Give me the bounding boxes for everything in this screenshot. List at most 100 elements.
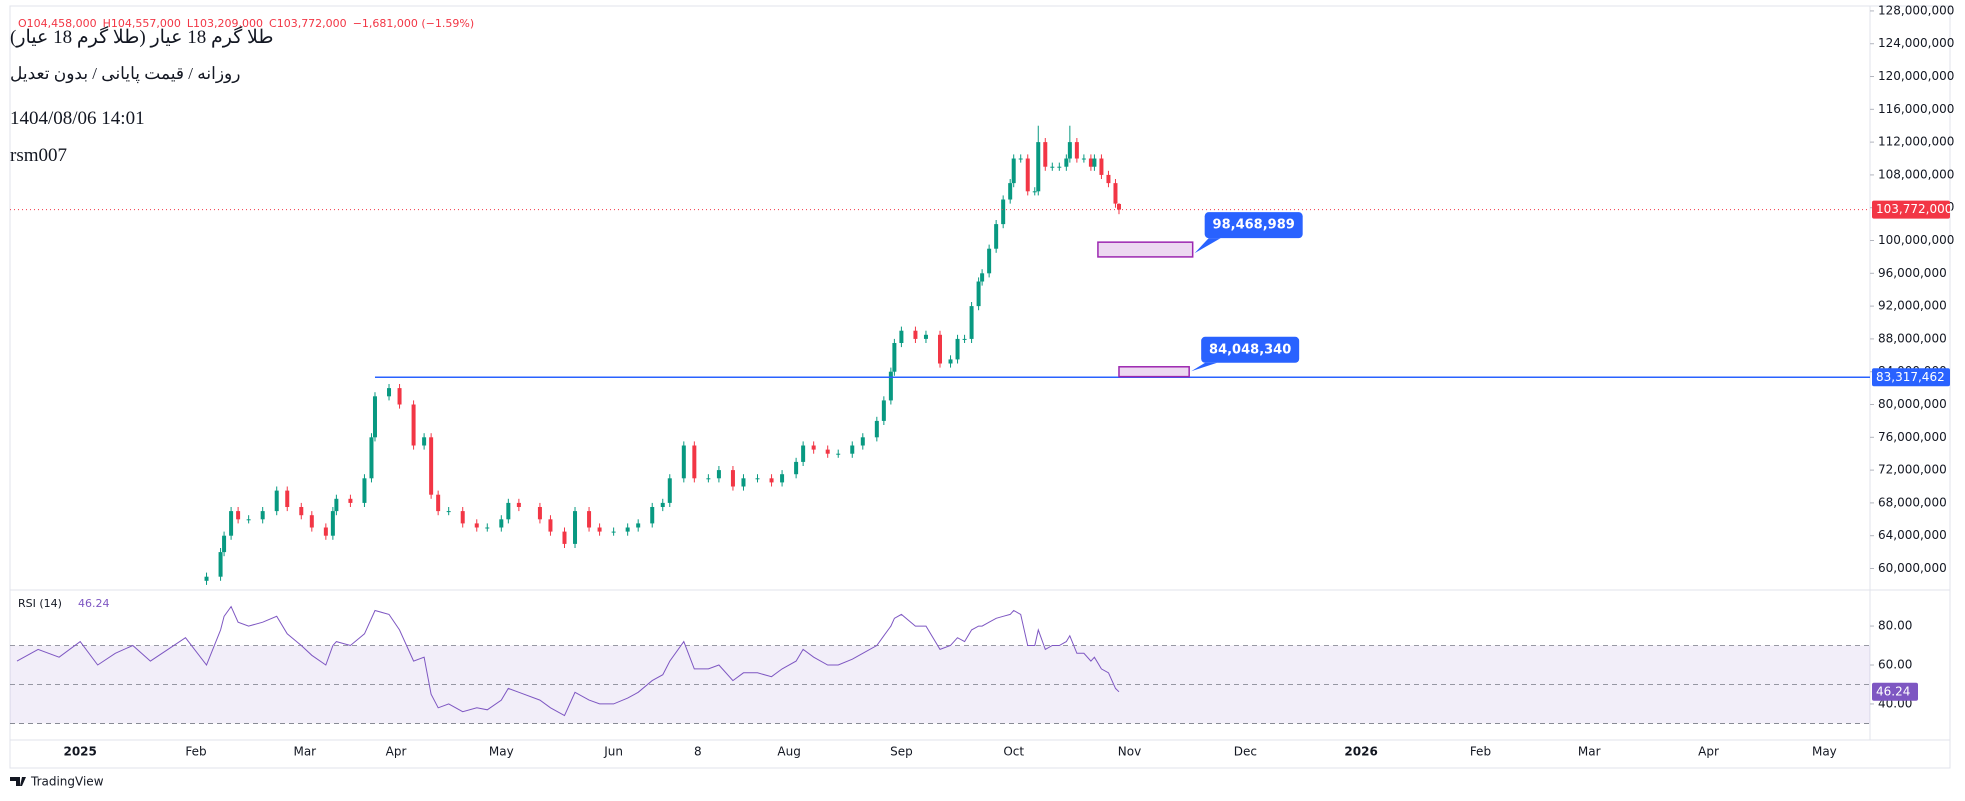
candle-body bbox=[976, 281, 981, 307]
x-tick-label: Mar bbox=[1578, 745, 1601, 759]
symbol-title: طلا گرم 18 عیار (طلا گرم 18 عیار) bbox=[10, 27, 274, 48]
author: rsm007 bbox=[10, 145, 67, 166]
symbol-subtitle: روزانه / قیمت پایانی / بدون تعدیل bbox=[10, 64, 241, 83]
x-tick-label: Dec bbox=[1234, 745, 1257, 759]
indicator-value: 46.24 bbox=[78, 597, 110, 610]
candle-body bbox=[1018, 158, 1023, 160]
candle-body bbox=[411, 404, 416, 446]
rsi-line bbox=[16, 605, 1120, 717]
candle-body bbox=[825, 449, 830, 454]
ohlc-low: L103,209,000 bbox=[186, 17, 264, 30]
candle-body bbox=[1092, 158, 1097, 167]
candle-body bbox=[222, 535, 227, 553]
candle-body bbox=[246, 519, 251, 521]
candle-body bbox=[948, 359, 953, 364]
candle-body bbox=[323, 527, 328, 536]
candle-body bbox=[348, 498, 353, 503]
y-tick-label: 88,000,000 bbox=[1878, 331, 1947, 345]
x-tick-label: Apr bbox=[1698, 745, 1719, 759]
candle-body bbox=[888, 371, 893, 401]
candle-body bbox=[741, 478, 746, 487]
brand: TradingView bbox=[30, 775, 104, 789]
ohlc-legend: O104,458,000 H104,557,000 L103,209,000 C103… bbox=[18, 17, 480, 30]
candle-body bbox=[1001, 199, 1006, 225]
candle-body bbox=[587, 511, 592, 528]
candle-body bbox=[369, 437, 374, 479]
y-tick-label: 60.00 bbox=[1878, 658, 1912, 672]
candle-body bbox=[485, 527, 490, 529]
candle-body bbox=[362, 478, 367, 503]
candle-body bbox=[994, 224, 999, 249]
ohlc-high: H104,557,000 bbox=[102, 17, 181, 30]
candle-body bbox=[923, 334, 928, 339]
candle-body bbox=[1074, 142, 1079, 159]
x-tick-label: Sep bbox=[890, 745, 913, 759]
price-tag-label: 83,317,462 bbox=[1876, 370, 1945, 384]
ohlc-open: O104,458,000 bbox=[18, 17, 97, 30]
candle-body bbox=[850, 445, 855, 454]
callout-label: 84,048,340 bbox=[1209, 342, 1291, 357]
candle-body bbox=[1106, 174, 1111, 184]
y-tick-label: 92,000,000 bbox=[1878, 299, 1947, 313]
candle-body bbox=[716, 470, 721, 479]
candle-body bbox=[1099, 158, 1104, 175]
candle-body bbox=[285, 490, 290, 508]
candle-body bbox=[874, 420, 879, 438]
y-tick-label: 64,000,000 bbox=[1878, 528, 1947, 542]
callout-label: 98,468,989 bbox=[1213, 218, 1295, 233]
candle-body bbox=[597, 527, 602, 532]
x-tick-label: 2025 bbox=[63, 745, 96, 759]
candle-body bbox=[499, 519, 504, 528]
candle-body bbox=[436, 494, 441, 512]
price-tag bbox=[1872, 368, 1950, 387]
candle-body bbox=[548, 519, 553, 532]
candle-body bbox=[811, 445, 816, 450]
x-tick-label: Jun bbox=[603, 745, 623, 759]
frame bbox=[9, 5, 1951, 769]
y-tick-label: 108,000,000 bbox=[1878, 167, 1954, 181]
callout-pointer bbox=[1191, 362, 1218, 372]
x-tick-label: May bbox=[1812, 745, 1837, 759]
candle-body bbox=[780, 474, 785, 483]
candle-body bbox=[860, 437, 865, 446]
logo-mark bbox=[10, 777, 26, 786]
candle-body bbox=[980, 273, 985, 282]
candle-body bbox=[969, 306, 974, 339]
x-tick-label: Mar bbox=[293, 745, 316, 759]
rsi-pane bbox=[10, 605, 1870, 724]
candle-body bbox=[1067, 142, 1072, 159]
x-tick-label: Feb bbox=[1470, 745, 1491, 759]
candle-body bbox=[1036, 142, 1041, 192]
logo: TradingView bbox=[10, 775, 104, 789]
candle-body bbox=[573, 511, 578, 544]
candle-body bbox=[755, 478, 760, 480]
callout-box bbox=[1204, 212, 1303, 239]
candle-body bbox=[1011, 158, 1016, 184]
candle-body bbox=[387, 388, 392, 397]
candle-body bbox=[1113, 183, 1118, 204]
candle-body bbox=[260, 511, 265, 520]
y-tick-label: 100,000,000 bbox=[1878, 233, 1954, 247]
y-tick-label: 60,000,000 bbox=[1878, 561, 1947, 575]
x-tick-label: May bbox=[489, 745, 514, 759]
candle-body bbox=[962, 338, 967, 340]
candle-body bbox=[372, 396, 377, 438]
candle-body bbox=[836, 453, 841, 455]
y-tick-label: 116,000,000 bbox=[1878, 102, 1954, 116]
candle-body bbox=[899, 330, 904, 344]
candle-body bbox=[309, 515, 314, 528]
candle-body bbox=[938, 334, 942, 364]
candle-body bbox=[330, 511, 335, 536]
last-price-tag bbox=[1872, 200, 1950, 219]
callout-pointer bbox=[1194, 238, 1221, 254]
candle-body bbox=[794, 461, 799, 475]
zone bbox=[1097, 241, 1194, 258]
candle-body bbox=[636, 523, 641, 528]
candle-body bbox=[881, 400, 886, 421]
candle-body bbox=[474, 523, 479, 528]
candle-body bbox=[229, 511, 234, 536]
candle-body bbox=[460, 511, 465, 524]
y-tick-label: 112,000,000 bbox=[1878, 135, 1954, 149]
candle-body bbox=[1050, 166, 1055, 168]
